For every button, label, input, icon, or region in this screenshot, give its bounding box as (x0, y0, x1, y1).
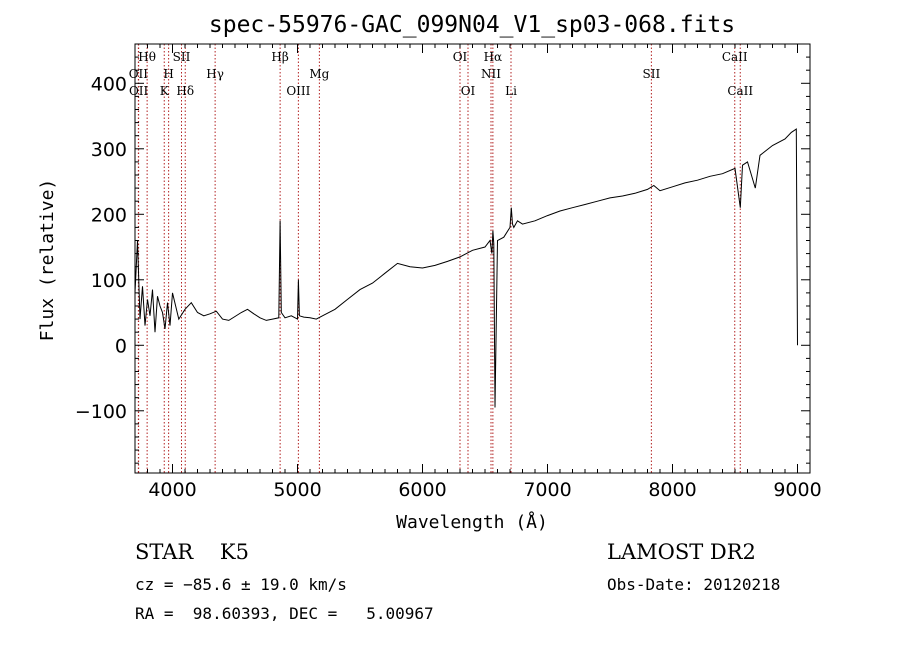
x-axis-ticks: 4000 5000 6000 7000 8000 9000 (147, 44, 822, 501)
line-label: Hθ (138, 50, 156, 64)
y-axis-ticks: −100 0 100 200 300 400 (75, 43, 810, 464)
y-tick-label: 0 (115, 335, 127, 357)
x-tick-label: 5000 (273, 479, 321, 501)
spectrum-trace (134, 128, 798, 408)
plot-frame (134, 43, 811, 474)
y-tick-label: 400 (91, 73, 127, 95)
line-label: Hβ (271, 50, 288, 64)
classification-label: STAR K5 (135, 540, 249, 564)
survey-label: LAMOST DR2 (607, 540, 756, 564)
line-label: Mg (309, 67, 329, 81)
x-tick-label: 9000 (773, 479, 821, 501)
line-label: CaII (722, 50, 748, 64)
x-axis-label: Wavelength (Å) (396, 511, 548, 533)
line-label: Hγ (206, 67, 224, 81)
line-label: H (163, 67, 173, 81)
x-tick-label: 8000 (648, 479, 696, 501)
redshift-label: cz = −85.6 ± 19.0 km/s (135, 575, 347, 594)
line-label: Hδ (176, 84, 194, 98)
line-label: Hα (484, 50, 503, 64)
y-tick-label: 300 (91, 139, 127, 161)
y-axis-label: Flux (relative) (37, 179, 58, 342)
line-label: OI (453, 50, 468, 64)
line-label: SII (173, 50, 191, 64)
line-label: NII (481, 67, 501, 81)
y-tick-label: 100 (91, 270, 127, 292)
coordinates-label: RA = 98.60393, DEC = 5.00967 (135, 604, 434, 623)
x-tick-label: 7000 (523, 479, 571, 501)
line-label: CaII (727, 84, 753, 98)
chart-title: spec-55976-GAC_099N04_V1_sp03-068.fits (209, 12, 735, 38)
spectral-line-labels: Hθ OII OII HK SII Hδ Hγ Hβ OIII Mg OI OI Hα NII Li SII C… (129, 50, 754, 98)
obs-date-label: Obs-Date: 20120218 (607, 575, 781, 594)
line-label: SII (643, 67, 661, 81)
y-tick-label: −100 (75, 401, 127, 423)
line-label: OII (129, 67, 149, 81)
line-label: OII (129, 84, 149, 98)
line-label: K (160, 84, 170, 98)
spectral-line-markers (137, 44, 741, 473)
line-label: Li (505, 84, 517, 98)
line-label: OI (461, 84, 476, 98)
line-label: OIII (286, 84, 310, 98)
x-tick-label: 6000 (398, 479, 446, 501)
x-tick-label: 4000 (148, 479, 196, 501)
y-tick-label: 200 (91, 204, 127, 226)
